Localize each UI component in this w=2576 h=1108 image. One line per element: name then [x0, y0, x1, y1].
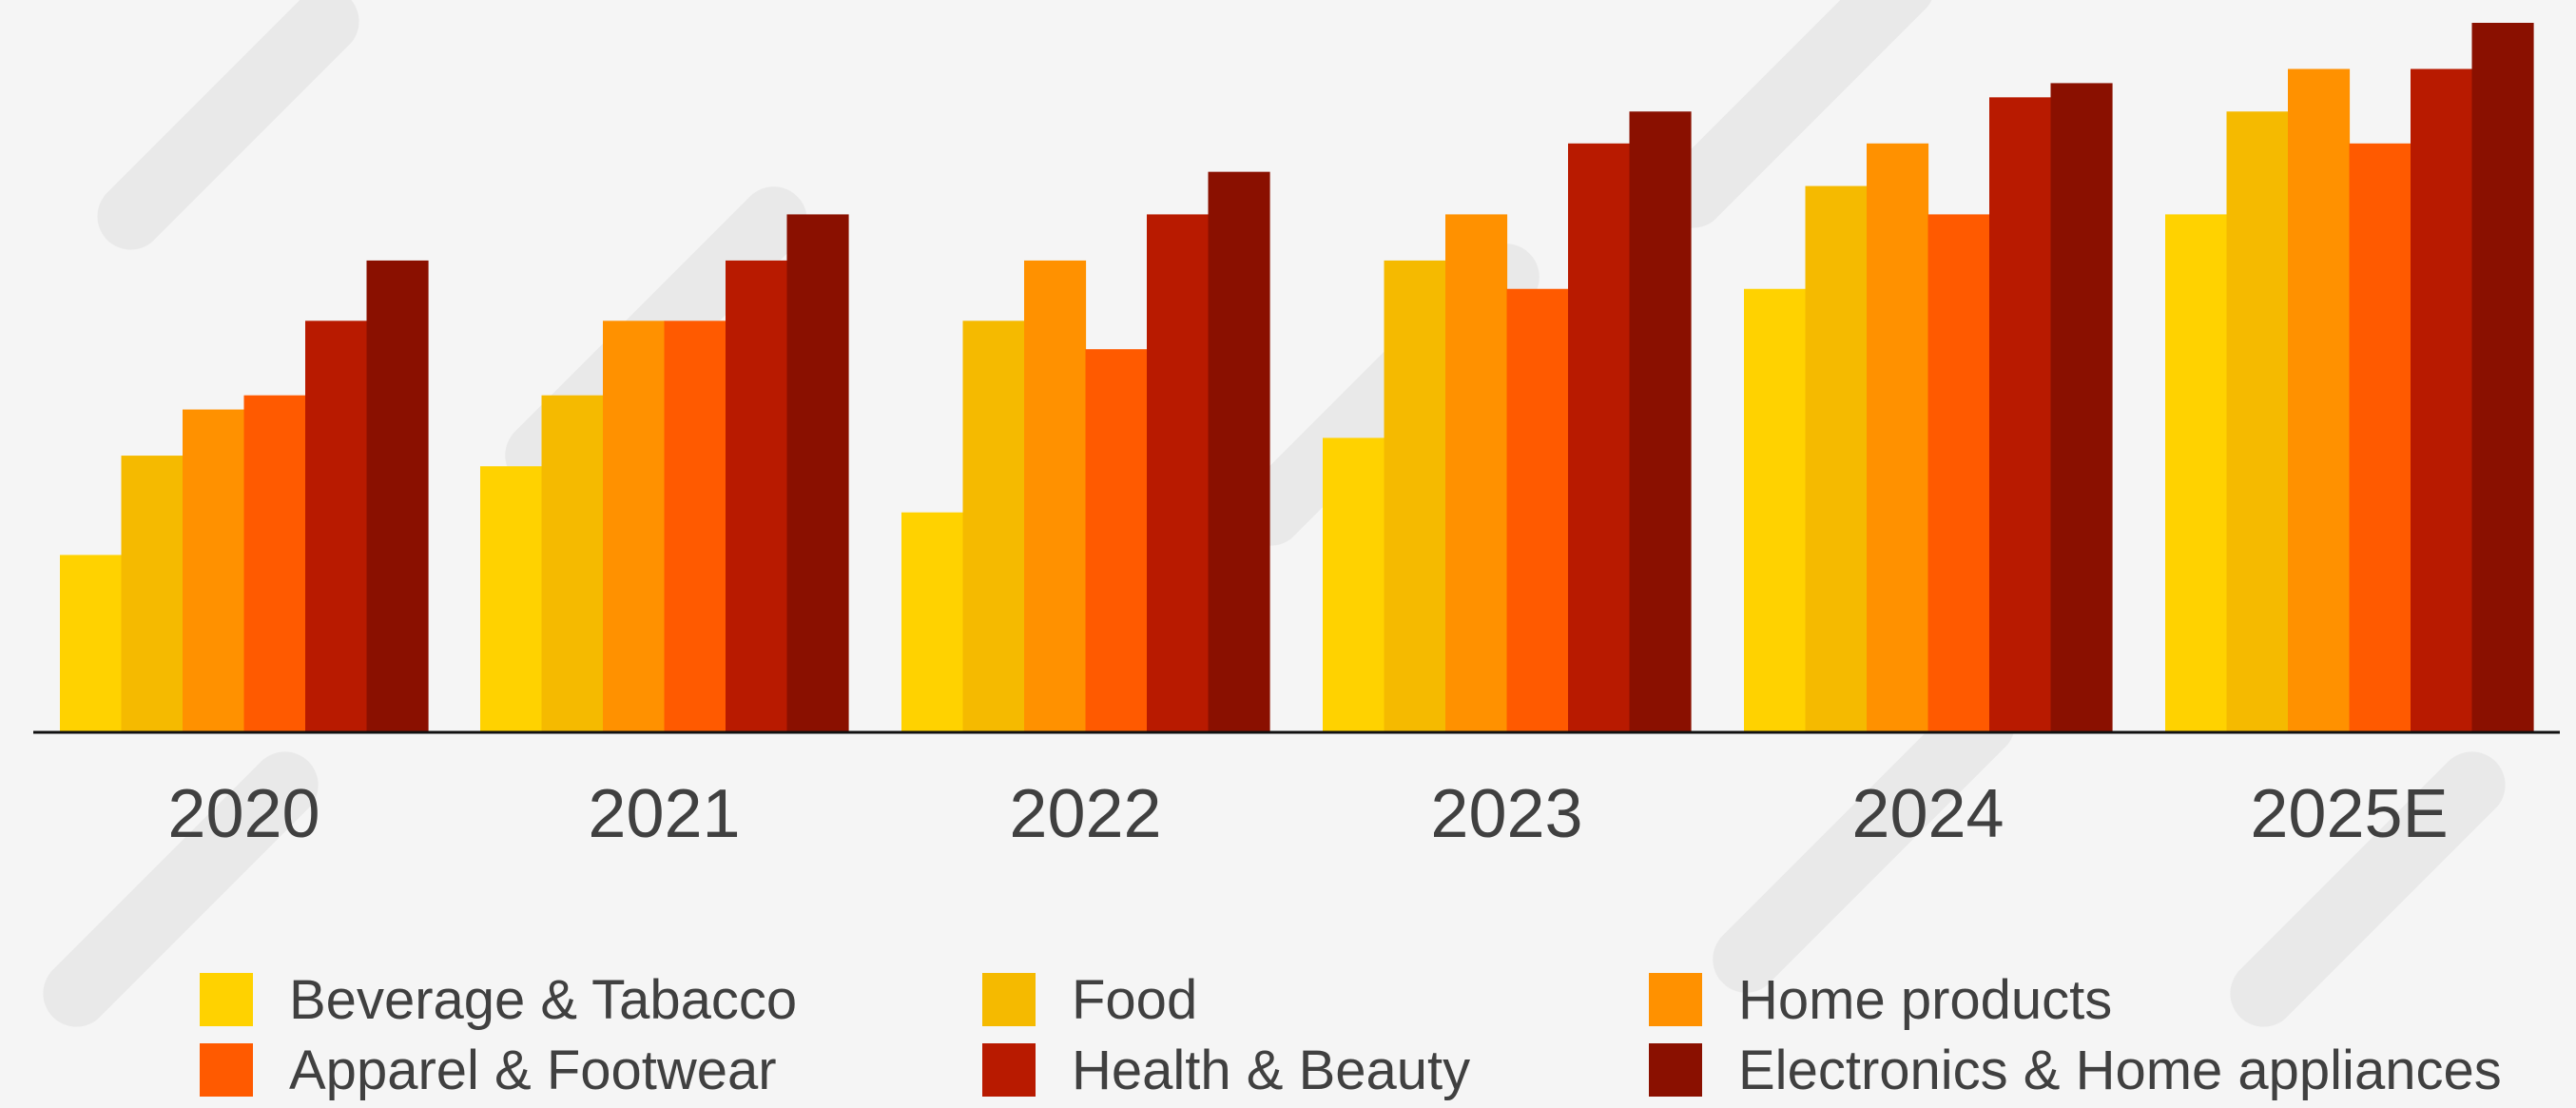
bar-2021-series-4 — [664, 321, 726, 732]
legend-label: Food — [1072, 969, 1197, 1031]
legend-swatch — [1649, 973, 1702, 1026]
legend-swatch — [982, 1043, 1036, 1097]
x-tick-label: 2025E — [2250, 776, 2448, 852]
bar-2020-series-1 — [60, 554, 123, 732]
bar-2023-series-6 — [1629, 111, 1692, 732]
bar-2022-series-1 — [901, 512, 964, 732]
legend-item: Home products — [1649, 969, 2112, 1031]
bar-2020-series-2 — [121, 456, 184, 732]
bar-2022-series-4 — [1085, 349, 1148, 732]
bar-2025e-series-4 — [2349, 143, 2411, 732]
legend-swatch — [200, 1043, 253, 1097]
bar-2021-series-1 — [480, 466, 543, 732]
legend-label: Apparel & Footwear — [289, 1040, 777, 1101]
bar-2023-series-2 — [1384, 260, 1446, 732]
x-axis-tick-labels: 2020 2021 2022 2023 2024 2025E — [167, 776, 2448, 852]
bar-2025e-series-2 — [2226, 111, 2289, 732]
legend-item: Food — [982, 969, 1197, 1031]
bar-2025e-series-5 — [2411, 68, 2473, 733]
x-tick-label: 2022 — [1009, 776, 1161, 852]
bar-2025e-series-6 — [2471, 23, 2534, 732]
bar-2024-series-4 — [1927, 214, 1990, 733]
bar-2023-series-5 — [1568, 143, 1631, 732]
legend-label: Electronics & Home appliances — [1738, 1040, 2502, 1101]
legend: Beverage & Tabacco Food Home products Appar… — [200, 969, 2502, 1101]
bar-2024-series-3 — [1867, 143, 1929, 732]
bars-layer — [60, 23, 2534, 733]
bar-2022-series-5 — [1147, 214, 1210, 733]
legend-swatch — [1649, 1043, 1702, 1097]
legend-item: Health & Beauty — [982, 1040, 1470, 1101]
bar-2020-series-5 — [305, 321, 368, 732]
bar-2021-series-2 — [541, 395, 604, 732]
x-tick-label: 2021 — [588, 776, 740, 852]
bar-2020-series-4 — [243, 395, 306, 732]
bar-2021-series-3 — [603, 321, 666, 732]
x-tick-label: 2020 — [167, 776, 320, 852]
bar-2024-series-2 — [1805, 185, 1868, 732]
legend-item: Apparel & Footwear — [200, 1040, 777, 1101]
legend-label: Beverage & Tabacco — [289, 969, 797, 1031]
bar-2021-series-5 — [726, 260, 788, 732]
legend-item: Beverage & Tabacco — [200, 969, 797, 1031]
bar-2023-series-3 — [1445, 214, 1508, 733]
bar-2025e-series-1 — [2165, 214, 2228, 733]
bar-2024-series-6 — [2050, 83, 2113, 732]
bar-2025e-series-3 — [2288, 68, 2351, 733]
bar-2020-series-6 — [366, 260, 429, 732]
legend-swatch — [982, 973, 1036, 1026]
legend-item: Electronics & Home appliances — [1649, 1040, 2502, 1101]
x-tick-label: 2023 — [1430, 776, 1582, 852]
bar-2024-series-1 — [1744, 288, 1807, 732]
legend-label: Home products — [1738, 969, 2112, 1031]
bar-2020-series-3 — [183, 409, 245, 732]
bar-2023-series-1 — [1323, 437, 1385, 732]
bar-2022-series-2 — [962, 321, 1025, 732]
bar-2022-series-3 — [1024, 260, 1087, 732]
legend-swatch — [200, 973, 253, 1026]
bar-2023-series-4 — [1506, 288, 1569, 732]
x-tick-label: 2024 — [1851, 776, 2004, 852]
legend-label: Health & Beauty — [1072, 1040, 1470, 1101]
bar-2022-series-6 — [1208, 171, 1270, 732]
bar-2024-series-5 — [1989, 97, 2052, 732]
bar-2021-series-6 — [786, 214, 849, 733]
